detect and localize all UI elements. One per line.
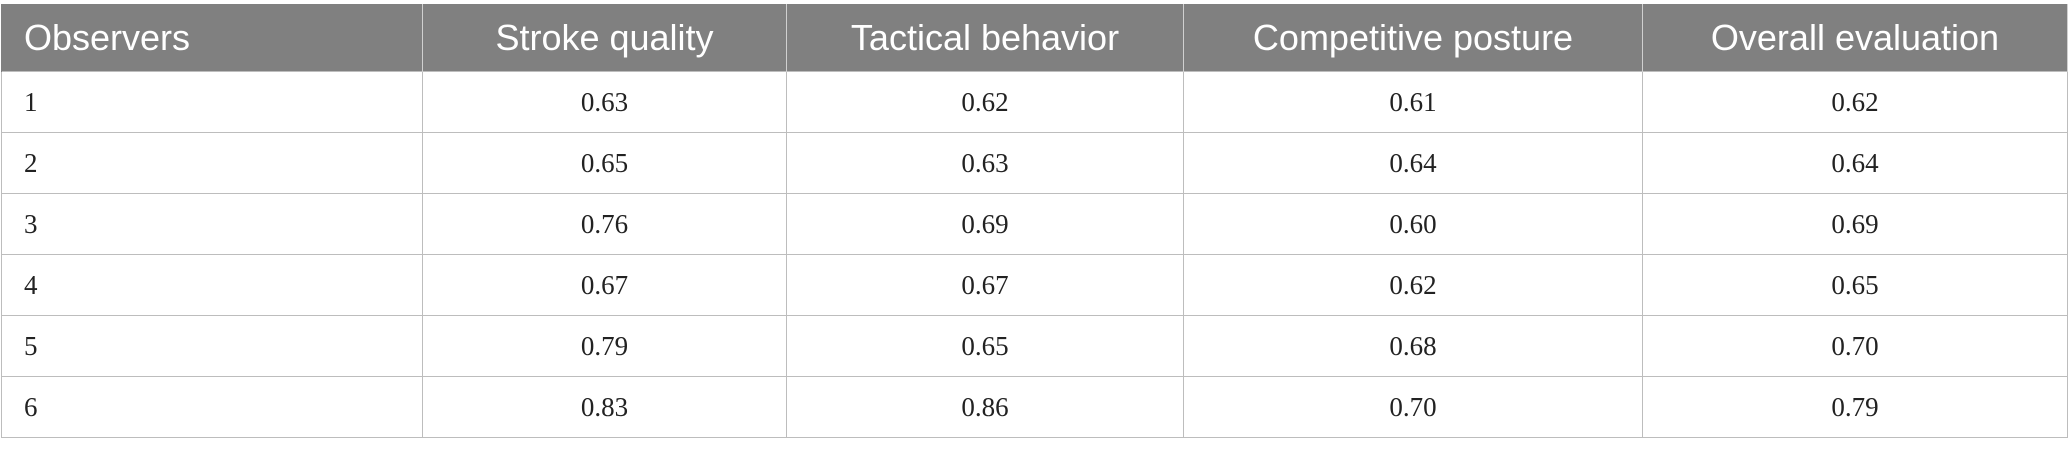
- cell-tactical-behavior: 0.86: [786, 376, 1184, 438]
- cell-competitive-posture: 0.60: [1183, 193, 1643, 255]
- header-observers: Observers: [1, 4, 423, 72]
- header-competitive-posture: Competitive posture: [1183, 4, 1643, 72]
- cell-observer: 3: [1, 193, 423, 255]
- cell-competitive-posture: 0.70: [1183, 376, 1643, 438]
- cell-overall-evaluation: 0.62: [1642, 71, 2068, 133]
- cell-overall-evaluation: 0.65: [1642, 254, 2068, 316]
- cell-competitive-posture: 0.64: [1183, 132, 1643, 194]
- cell-tactical-behavior: 0.65: [786, 315, 1184, 377]
- header-stroke-quality: Stroke quality: [422, 4, 787, 72]
- header-row: Observers Stroke quality Tactical behavi…: [1, 4, 2068, 72]
- data-table-container: Observers Stroke quality Tactical behavi…: [0, 4, 2068, 438]
- cell-competitive-posture: 0.68: [1183, 315, 1643, 377]
- cell-observer: 1: [1, 71, 423, 133]
- table-row: 2 0.65 0.63 0.64 0.64: [1, 132, 2068, 194]
- table-row: 3 0.76 0.69 0.60 0.69: [1, 193, 2068, 255]
- cell-stroke-quality: 0.76: [422, 193, 787, 255]
- cell-overall-evaluation: 0.79: [1642, 376, 2068, 438]
- table-row: 6 0.83 0.86 0.70 0.79: [1, 376, 2068, 438]
- cell-stroke-quality: 0.67: [422, 254, 787, 316]
- table-row: 5 0.79 0.65 0.68 0.70: [1, 315, 2068, 377]
- cell-competitive-posture: 0.61: [1183, 71, 1643, 133]
- cell-overall-evaluation: 0.64: [1642, 132, 2068, 194]
- table-row: 1 0.63 0.62 0.61 0.62: [1, 71, 2068, 133]
- table-body: 1 0.63 0.62 0.61 0.62 2 0.65 0.63 0.64 0…: [1, 71, 2068, 438]
- cell-observer: 6: [1, 376, 423, 438]
- table-header: Observers Stroke quality Tactical behavi…: [1, 4, 2068, 72]
- header-overall-evaluation: Overall evaluation: [1642, 4, 2068, 72]
- cell-observer: 5: [1, 315, 423, 377]
- cell-tactical-behavior: 0.69: [786, 193, 1184, 255]
- cell-stroke-quality: 0.63: [422, 71, 787, 133]
- cell-tactical-behavior: 0.63: [786, 132, 1184, 194]
- header-tactical-behavior: Tactical behavior: [786, 4, 1184, 72]
- cell-observer: 4: [1, 254, 423, 316]
- cell-tactical-behavior: 0.62: [786, 71, 1184, 133]
- cell-competitive-posture: 0.62: [1183, 254, 1643, 316]
- table-row: 4 0.67 0.67 0.62 0.65: [1, 254, 2068, 316]
- cell-observer: 2: [1, 132, 423, 194]
- cell-stroke-quality: 0.79: [422, 315, 787, 377]
- cell-stroke-quality: 0.83: [422, 376, 787, 438]
- observer-agreement-table: Observers Stroke quality Tactical behavi…: [1, 4, 2068, 438]
- cell-overall-evaluation: 0.70: [1642, 315, 2068, 377]
- cell-overall-evaluation: 0.69: [1642, 193, 2068, 255]
- cell-tactical-behavior: 0.67: [786, 254, 1184, 316]
- cell-stroke-quality: 0.65: [422, 132, 787, 194]
